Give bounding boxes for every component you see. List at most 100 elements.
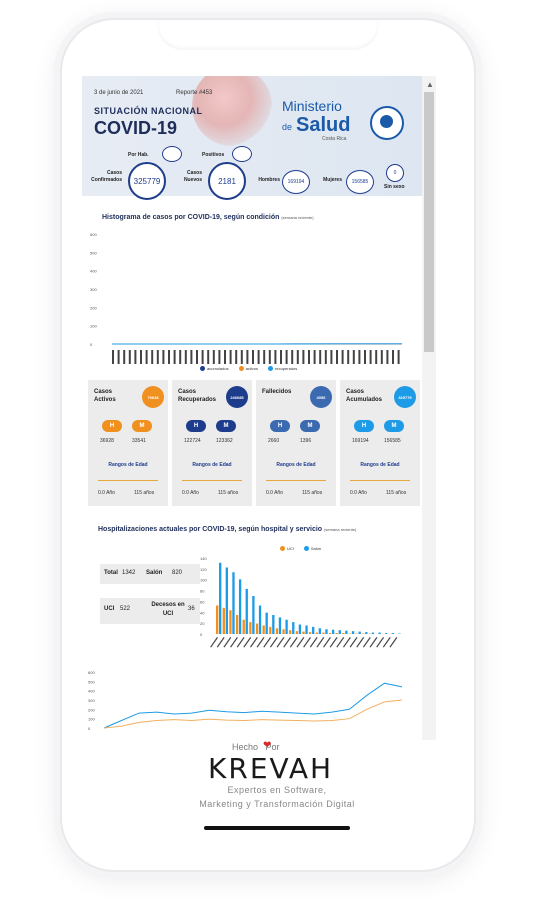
- card-men-value: 2660: [268, 438, 280, 444]
- x-tick-label: [386, 350, 389, 364]
- bar: [269, 626, 272, 634]
- scrollbar-thumb[interactable]: [424, 92, 434, 352]
- legend-uci: UCI: [280, 546, 294, 552]
- card-women-value: 156585: [384, 438, 401, 444]
- age-max: 115 años: [386, 490, 407, 496]
- x-tick-label: [324, 350, 327, 364]
- men-pill: H: [354, 420, 374, 432]
- home-indicator[interactable]: [204, 826, 350, 830]
- men-pill: H: [102, 420, 122, 432]
- x-tick-label: [330, 350, 333, 364]
- card-total-badge: 70638: [142, 386, 164, 408]
- bar: [292, 622, 295, 634]
- y-tick-label: 400: [88, 689, 95, 694]
- x-tick-label: [179, 350, 182, 364]
- x-tick-label: [263, 350, 266, 364]
- card-title: Fallecidos: [262, 389, 292, 395]
- age-max: 115 años: [302, 490, 323, 496]
- bar: [312, 626, 315, 634]
- x-tick-label: [289, 637, 298, 648]
- x-tick-label: [296, 637, 305, 648]
- x-tick-label: [336, 350, 338, 364]
- hospital-legend: UCI Salón: [280, 546, 321, 552]
- x-tick-label: [184, 350, 187, 364]
- age-range-line: [266, 480, 326, 481]
- series-line-UCI: [103, 699, 403, 729]
- x-tick-label: [285, 350, 288, 364]
- scroll-up-icon[interactable]: ▲: [426, 80, 434, 89]
- x-tick-label: [356, 637, 365, 648]
- uci-value: 522: [120, 606, 131, 612]
- bar: [322, 632, 325, 634]
- x-tick-label: [236, 636, 245, 648]
- positivos-label: Positivos: [202, 152, 225, 158]
- bar: [285, 619, 288, 634]
- x-tick-label: [296, 350, 299, 364]
- y-tick-label: 100: [90, 324, 97, 329]
- bar: [235, 615, 239, 634]
- card-total-badge: 246085: [226, 386, 248, 408]
- bar: [262, 625, 265, 634]
- bar: [371, 632, 375, 634]
- total-label: Total: [104, 570, 118, 576]
- krevah-logo: KREVAH: [208, 752, 334, 785]
- x-tick-label: [316, 636, 325, 648]
- x-tick-label: [252, 350, 254, 364]
- card-women-value: 1396: [300, 438, 312, 444]
- bar: [295, 631, 299, 634]
- y-tick-label: 100: [200, 578, 207, 583]
- x-tick-label: [123, 350, 126, 364]
- x-tick-label: [362, 637, 371, 648]
- report-number: Reporte #453: [176, 90, 213, 96]
- heart-icon: ❤: [263, 740, 272, 751]
- men-label: Hombres: [258, 177, 280, 183]
- bar: [245, 588, 248, 634]
- bar: [345, 630, 348, 634]
- bar: [338, 630, 341, 634]
- age-range-label: Rangos de Edad: [276, 462, 316, 468]
- x-tick-label: [257, 350, 260, 364]
- x-tick-label: [329, 637, 338, 648]
- bar: [216, 605, 219, 634]
- x-tick-label: [112, 350, 114, 364]
- age-min: 0.0 Año: [98, 490, 115, 496]
- x-tick-label: [382, 637, 391, 648]
- bar: [242, 619, 245, 634]
- bar: [219, 562, 222, 634]
- y-tick-label: 300: [88, 698, 95, 703]
- x-tick-label: [397, 350, 400, 364]
- legend-acumulados: acumulados: [200, 366, 229, 372]
- women-pill: M: [132, 420, 152, 432]
- bar: [275, 628, 279, 634]
- bar: [255, 623, 259, 634]
- per-hab-badge: [162, 146, 182, 162]
- x-tick-label: [269, 636, 278, 648]
- new-cases-label: Casos Nuevos: [183, 170, 202, 183]
- bar: [282, 629, 285, 634]
- hospital-total-box: Total 1342 Salón 820: [100, 564, 200, 584]
- bar: [335, 633, 338, 634]
- x-tick-label: [201, 350, 204, 364]
- per-hab-label: Por Hab.: [128, 152, 149, 158]
- women-label: Mujeres: [323, 177, 342, 183]
- x-tick-label: [274, 350, 277, 364]
- ministry-country: Costa Rica: [322, 136, 347, 142]
- age-min: 0.0 Año: [350, 490, 367, 496]
- positivos-badge: [232, 146, 252, 162]
- ministry-name-line2: Salud: [296, 114, 351, 136]
- x-tick-label: [364, 350, 366, 364]
- bar: [238, 579, 242, 634]
- hospital-trend-chart: 0 100 200 300 400 500 600: [88, 670, 403, 731]
- x-tick-label: [134, 350, 137, 364]
- x-tick-label: [246, 350, 249, 364]
- women-pill: M: [216, 420, 236, 432]
- bar: [252, 596, 255, 634]
- y-tick-label: 400: [90, 269, 97, 274]
- x-tick-label: [392, 350, 394, 364]
- bar: [265, 612, 268, 634]
- bar: [391, 633, 395, 634]
- men-pill: H: [186, 420, 206, 432]
- women-value: 156585: [346, 170, 374, 194]
- x-tick-label: [216, 637, 225, 648]
- bar: [378, 632, 381, 634]
